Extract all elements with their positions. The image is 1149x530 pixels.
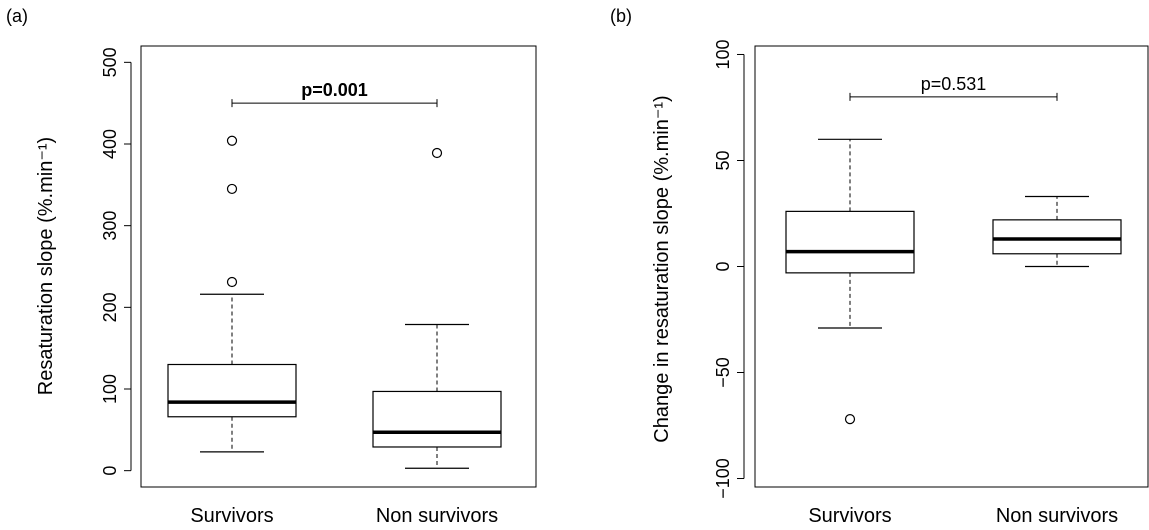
y-tick-label: 50 (713, 150, 733, 170)
y-tick-label: 400 (100, 129, 120, 159)
panel-a-x-axis: Survivors Non survivors (190, 505, 498, 527)
y-tick-label: 300 (100, 211, 120, 241)
outlier-point (431, 147, 443, 159)
iqr-box (992, 219, 1122, 255)
panel-b-y-axis: −100 −50 0 50 100 (713, 39, 745, 499)
panel-a-ylabel: Resaturation slope (%.min⁻¹) (35, 137, 57, 395)
category-label-survivors: Survivors (808, 505, 891, 527)
panel-b-comparison: p=0.531 (849, 74, 1058, 101)
box-non-survivors (992, 195, 1122, 268)
panel-b-label: (b) (610, 6, 632, 26)
y-tick-label: 100 (100, 374, 120, 404)
outlier-point (226, 276, 238, 288)
panel-a-comparison: p=0.001 (231, 80, 438, 108)
iqr-box (167, 363, 297, 418)
outlier-point (226, 135, 238, 146)
panel-a-label: (a) (6, 6, 28, 26)
panel-a-y-axis: 0 100 200 300 400 500 (100, 47, 132, 476)
box-survivors (167, 135, 297, 453)
panel-a-plot-frame (140, 45, 537, 488)
panel-a-boxes (167, 135, 502, 469)
y-tick-label: 0 (100, 466, 120, 476)
panel-b-boxes (785, 138, 1122, 425)
box-survivors (785, 138, 915, 425)
outlier-point (844, 414, 856, 425)
y-tick-label: 100 (713, 39, 733, 69)
panel-a: (a) Resaturation slope (%.min⁻¹) 0 100 200… (6, 6, 537, 527)
panel-b-plot-frame (754, 45, 1149, 488)
category-label-survivors: Survivors (190, 505, 273, 527)
category-label-non-survivors: Non survivors (996, 505, 1118, 527)
panel-b-x-axis: Survivors Non survivors (808, 505, 1118, 527)
y-tick-label: −100 (713, 458, 733, 499)
y-tick-label: 500 (100, 47, 120, 77)
iqr-box (785, 210, 915, 274)
outlier-point (226, 183, 238, 195)
y-tick-label: −50 (713, 357, 733, 388)
iqr-box (372, 390, 502, 448)
panel-b: (b) Change in resaturation slope (%.min⁻… (610, 6, 1149, 527)
box-non-survivors (372, 147, 502, 469)
p-value-label: p=0.001 (301, 80, 368, 100)
y-tick-label: 0 (713, 261, 733, 271)
p-value-label: p=0.531 (921, 74, 987, 94)
category-label-non-survivors: Non survivors (376, 505, 498, 527)
panel-b-ylabel: Change in resaturation slope (%.min⁻¹) (651, 95, 673, 442)
y-tick-label: 200 (100, 292, 120, 322)
